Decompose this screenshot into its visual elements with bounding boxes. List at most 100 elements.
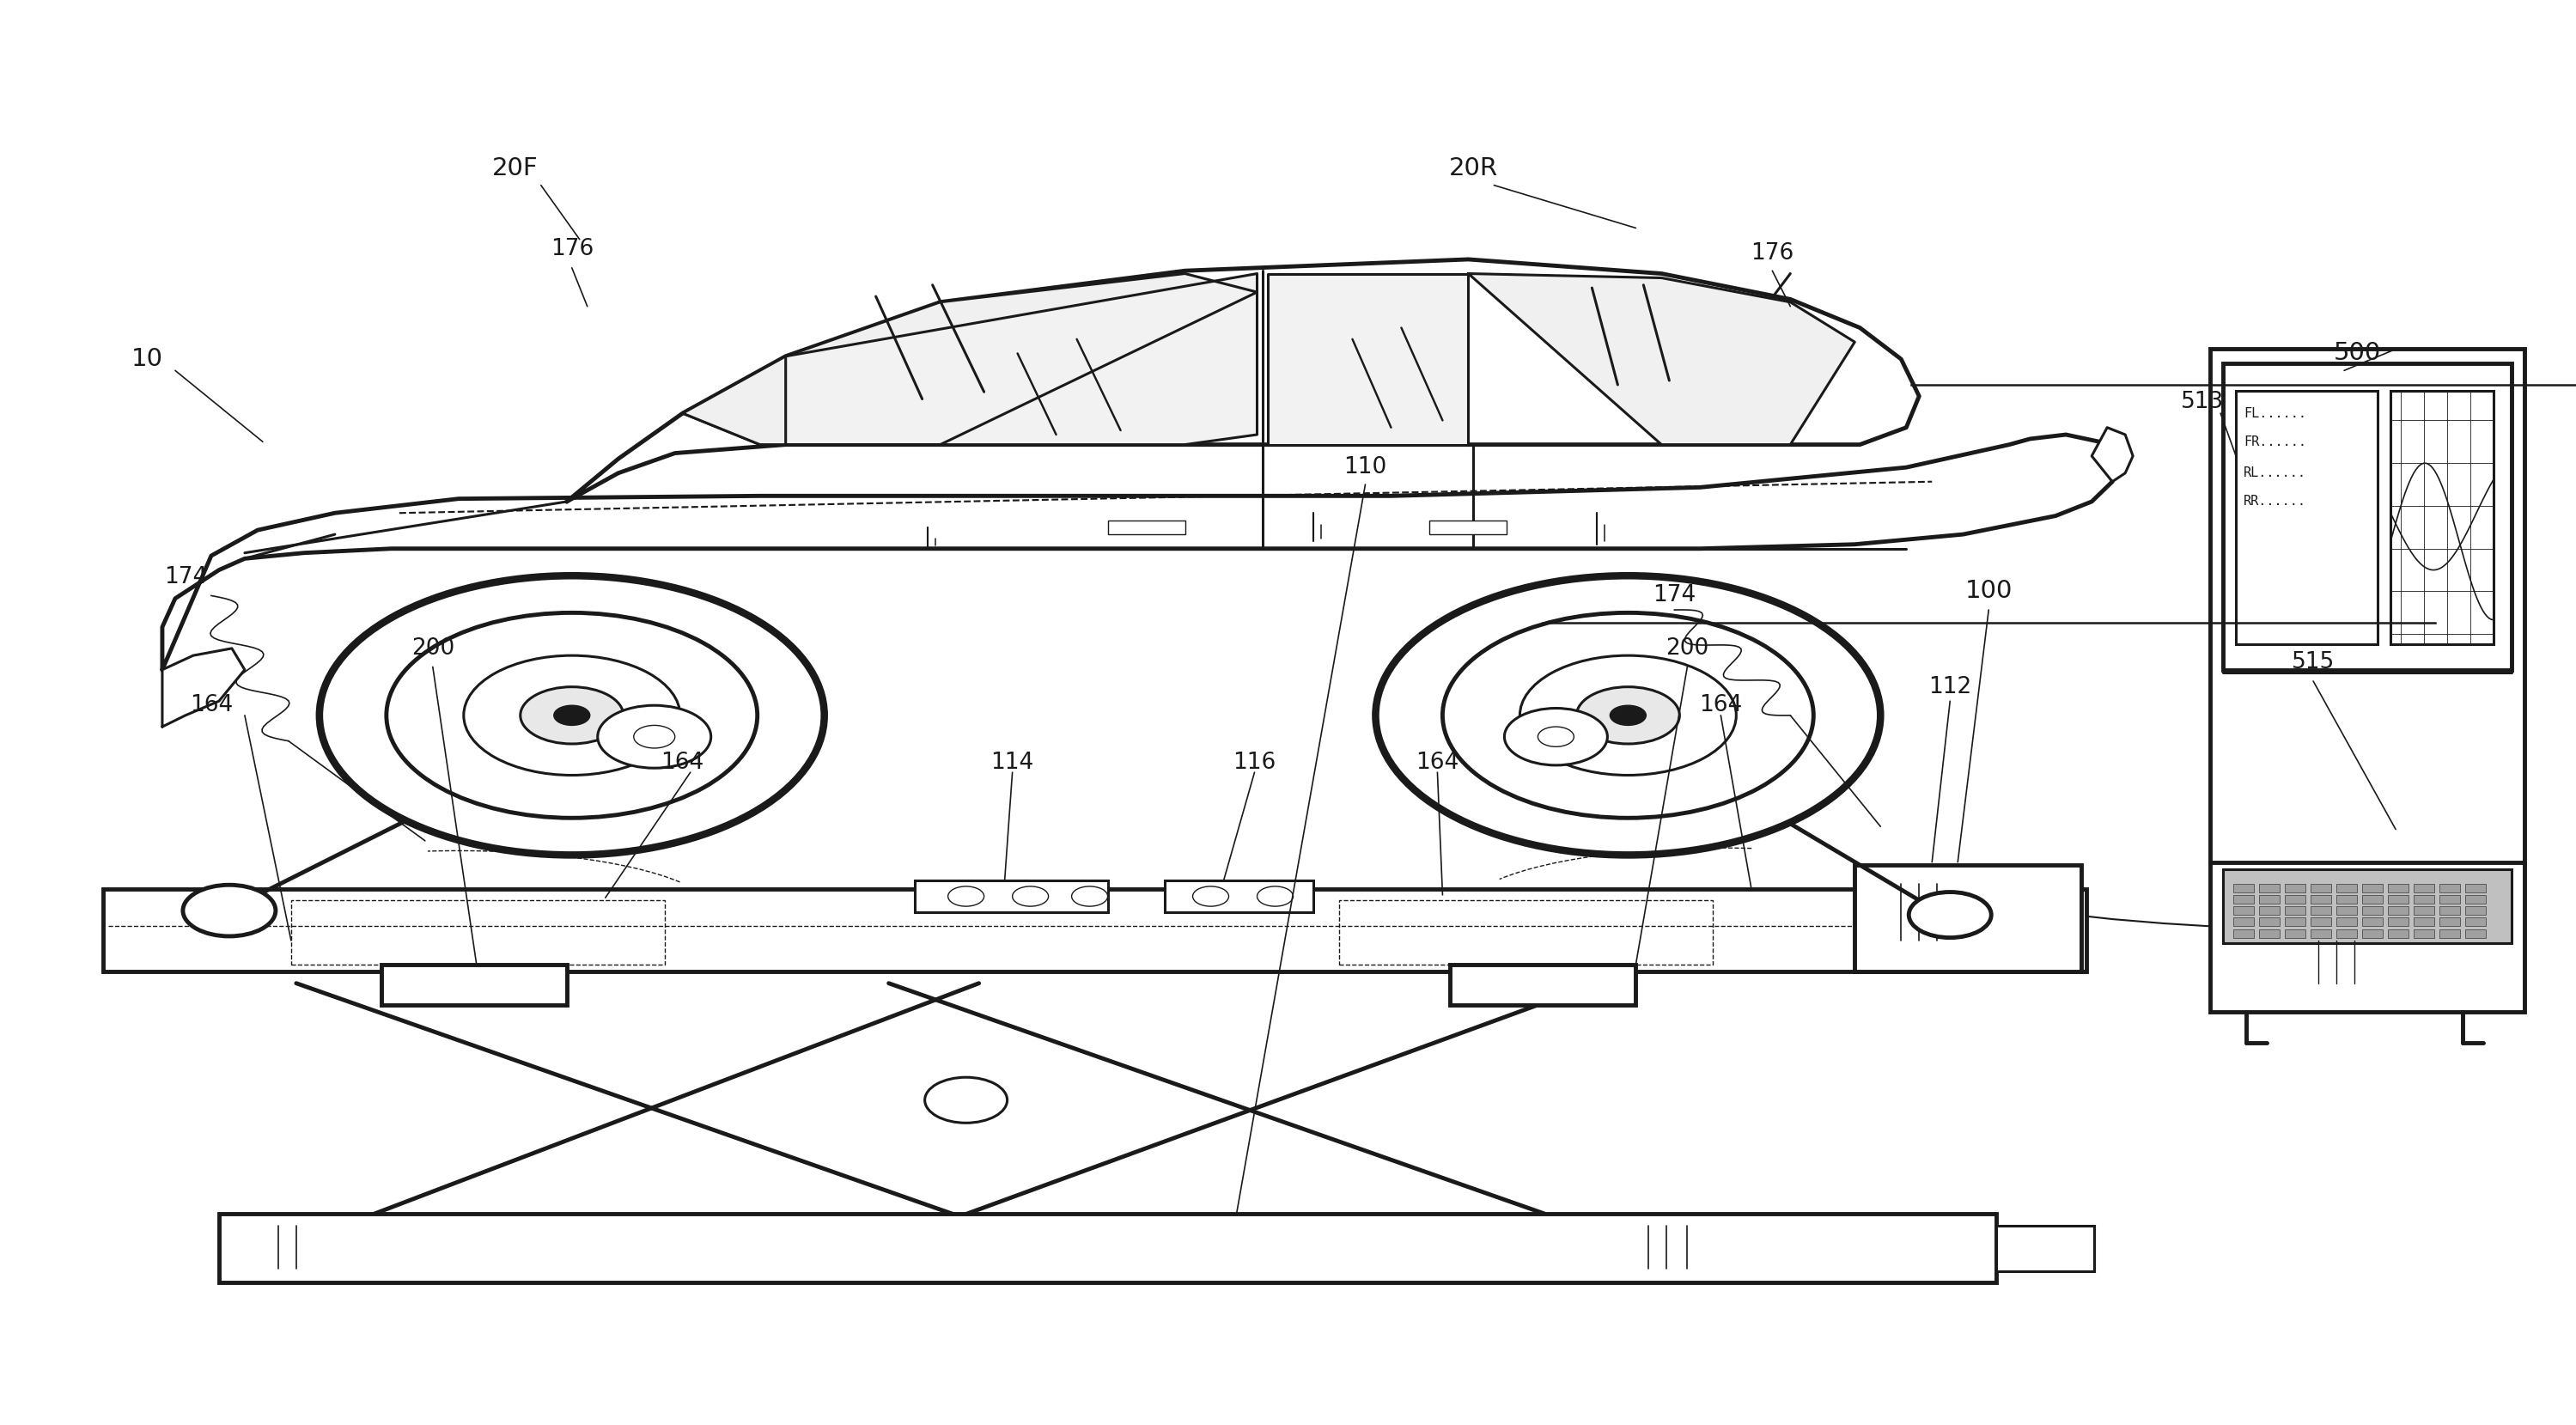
Bar (2465, 929, 2486, 938)
Polygon shape (2092, 428, 2133, 482)
Bar (2391, 390, 2494, 644)
Bar (2236, 390, 2378, 644)
Bar (2233, 883, 2254, 892)
Bar (2414, 906, 2434, 915)
Bar (2362, 883, 2383, 892)
Text: 174: 174 (1654, 584, 1695, 607)
Bar (2439, 906, 2460, 915)
Bar (1430, 520, 1507, 534)
Circle shape (520, 687, 623, 744)
Text: 112: 112 (1929, 675, 1971, 698)
Text: 200: 200 (412, 637, 453, 660)
Bar (2311, 918, 2331, 926)
Text: 200: 200 (1667, 637, 1708, 660)
Bar (2311, 895, 2331, 903)
Bar (219, 1214, 1996, 1282)
Polygon shape (683, 274, 1257, 445)
Bar (1996, 1226, 2094, 1271)
Circle shape (1257, 886, 1293, 906)
Bar (381, 965, 567, 1005)
Circle shape (1376, 576, 1880, 855)
Bar (2259, 929, 2280, 938)
Bar (2465, 883, 2486, 892)
Polygon shape (162, 435, 2112, 670)
Bar (2465, 906, 2486, 915)
Bar (2465, 895, 2486, 903)
Text: 164: 164 (191, 694, 232, 717)
Bar (2362, 906, 2383, 915)
Bar (2414, 895, 2434, 903)
Text: 100: 100 (1965, 580, 2012, 603)
Bar (2439, 918, 2460, 926)
Circle shape (1577, 687, 1680, 744)
Bar (2336, 906, 2357, 915)
Circle shape (1193, 886, 1229, 906)
Bar (2465, 918, 2486, 926)
Bar (2414, 918, 2434, 926)
Bar (2336, 918, 2357, 926)
Bar (2285, 918, 2306, 926)
Bar (1855, 865, 2081, 972)
Text: FL......: FL...... (2244, 406, 2306, 420)
Circle shape (634, 725, 675, 748)
Circle shape (1072, 886, 1108, 906)
Text: 176: 176 (551, 238, 592, 261)
Circle shape (319, 576, 824, 855)
Circle shape (1012, 886, 1048, 906)
Bar (2311, 929, 2331, 938)
Polygon shape (1468, 274, 1855, 445)
Bar (1340, 901, 1713, 965)
Bar (2259, 883, 2280, 892)
Bar (2233, 918, 2254, 926)
Text: 110: 110 (1345, 456, 1386, 479)
Bar (2259, 906, 2280, 915)
Polygon shape (162, 648, 245, 727)
Bar (2439, 883, 2460, 892)
Text: 20R: 20R (1448, 157, 1499, 180)
Text: 164: 164 (1417, 751, 1458, 774)
Bar (2285, 906, 2306, 915)
Bar (2336, 883, 2357, 892)
Bar (2414, 929, 2434, 938)
Bar (2311, 883, 2331, 892)
Text: 174: 174 (165, 566, 206, 589)
Bar (2259, 895, 2280, 903)
Circle shape (1504, 708, 1607, 765)
Bar (2311, 906, 2331, 915)
Circle shape (1538, 727, 1574, 747)
Text: 164: 164 (1700, 694, 1741, 717)
Polygon shape (1267, 274, 1468, 445)
Bar (103, 889, 2087, 972)
Polygon shape (567, 259, 1919, 502)
Circle shape (386, 613, 757, 818)
Bar (2362, 918, 2383, 926)
Bar (2362, 929, 2383, 938)
Bar (2336, 895, 2357, 903)
Bar (2388, 929, 2409, 938)
Text: 20F: 20F (492, 157, 538, 180)
Text: 114: 114 (992, 751, 1033, 774)
Text: 176: 176 (1752, 242, 1793, 265)
Bar (2223, 869, 2512, 943)
Bar (2233, 906, 2254, 915)
Bar (2388, 918, 2409, 926)
Text: FR......: FR...... (2244, 435, 2306, 449)
Circle shape (598, 705, 711, 768)
Bar (2388, 906, 2409, 915)
Polygon shape (786, 274, 1257, 445)
Circle shape (554, 705, 590, 725)
Bar (2223, 363, 2512, 670)
Circle shape (948, 886, 984, 906)
Bar (2285, 895, 2306, 903)
Text: RR......: RR...... (2244, 494, 2306, 509)
Circle shape (925, 1077, 1007, 1123)
Bar (2285, 883, 2306, 892)
Bar (2388, 883, 2409, 892)
Bar (2388, 895, 2409, 903)
Bar (2439, 929, 2460, 938)
Bar (291, 901, 665, 965)
Bar (2285, 929, 2306, 938)
Bar (1450, 965, 1636, 1005)
Bar (2233, 895, 2254, 903)
Text: 513: 513 (2182, 390, 2223, 413)
